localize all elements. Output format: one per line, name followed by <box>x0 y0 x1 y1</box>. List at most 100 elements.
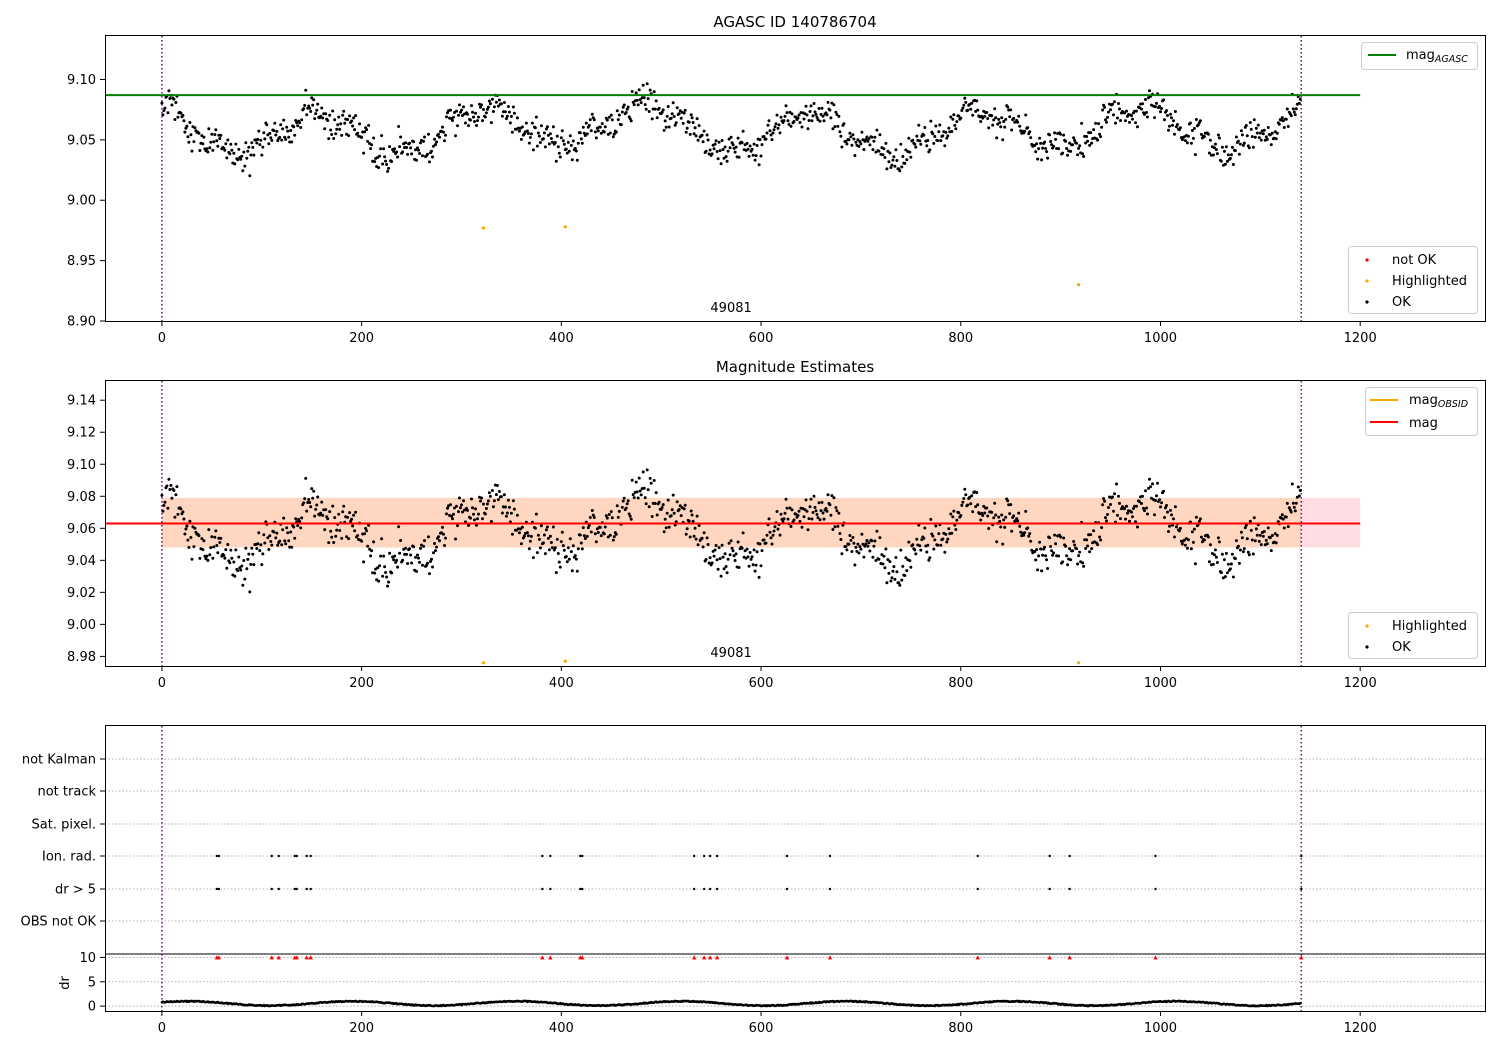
ok-point-30 <box>190 149 194 153</box>
ok-point-482 <box>641 470 645 474</box>
ok-point-333 <box>492 105 496 109</box>
ok-point-415 <box>574 149 578 153</box>
ok-point-82 <box>242 150 246 154</box>
ok-point-878 <box>1037 147 1041 151</box>
ok-point-278 <box>438 135 441 139</box>
ok-point-941 <box>1100 526 1104 530</box>
ok-point-78 <box>238 566 242 570</box>
ok-point-581 <box>740 546 744 550</box>
ok-point-495 <box>654 491 658 495</box>
ok-point-81 <box>241 169 245 173</box>
ok-point-817 <box>976 503 980 507</box>
ok-point-763 <box>922 536 926 540</box>
ok-point-1031 <box>1189 547 1193 551</box>
ok-point-435 <box>594 136 598 140</box>
ok-point-918 <box>1077 554 1081 558</box>
ok-point-596 <box>755 144 759 147</box>
ok-point-219 <box>379 147 383 151</box>
flag-point-Ionrad-15 <box>715 854 719 858</box>
ok-point-284 <box>444 536 447 540</box>
ok-point-959 <box>1118 501 1121 505</box>
ok-point-159 <box>319 114 323 118</box>
ok-point-812 <box>971 113 975 117</box>
ok-point-586 <box>745 547 749 551</box>
ok-point-736 <box>895 159 899 162</box>
ok-point-49 <box>209 546 213 550</box>
ok-point-84 <box>244 546 248 550</box>
ok-point-566 <box>725 571 729 575</box>
ok-point-788 <box>947 527 951 531</box>
ok-point-764 <box>923 126 927 129</box>
ok-point-624 <box>783 511 787 515</box>
ok-point-1128 <box>1286 525 1290 529</box>
ok-point-1072 <box>1230 552 1234 556</box>
ok-point-516 <box>675 500 679 504</box>
ok-point-92 <box>252 563 256 567</box>
legend-highlighted-label: Highlighted <box>1392 274 1467 289</box>
ok-point-278 <box>438 539 441 543</box>
ok-point-700 <box>859 142 863 146</box>
ok-point-625 <box>784 104 788 108</box>
ok-point-335 <box>494 100 498 104</box>
ok-point-469 <box>628 514 632 518</box>
ok-point-455 <box>614 130 618 134</box>
ok-point-693 <box>852 137 856 141</box>
legend-mag-label: mag <box>1409 416 1438 431</box>
ok-point-13 <box>173 515 177 519</box>
ok-point-283 <box>443 544 446 547</box>
ok-point-907 <box>1066 153 1070 157</box>
ok-point-780 <box>939 139 943 143</box>
ok-point-188 <box>348 114 352 118</box>
ok-point-332 <box>491 505 495 509</box>
ok-point-188 <box>348 511 352 515</box>
ok-point-788 <box>947 126 951 130</box>
ok-point-156 <box>316 102 320 106</box>
flag-point-Ionrad-16 <box>785 854 789 858</box>
ok-point-272 <box>432 144 435 148</box>
ok-point-736 <box>895 570 899 574</box>
ok-point-73 <box>233 162 237 166</box>
ok-point-353 <box>512 507 516 511</box>
ok-point-802 <box>961 106 965 110</box>
ok-point-249 <box>409 553 413 557</box>
ok-point-804 <box>963 487 967 491</box>
ok-point-562 <box>721 148 725 151</box>
ok-point-941 <box>1100 125 1104 129</box>
ok-point-359 <box>518 527 522 531</box>
ok-point-822 <box>981 116 985 120</box>
ok-point-989 <box>1148 477 1151 481</box>
ok-point-181 <box>341 510 345 514</box>
ok-point-595 <box>754 154 758 158</box>
ok-point-72 <box>232 151 236 155</box>
ok-point-447 <box>606 535 610 539</box>
ok-point-54 <box>214 529 218 533</box>
ok-point-577 <box>736 136 740 140</box>
ok-point-450 <box>609 510 613 514</box>
ok-point-479 <box>638 489 642 493</box>
ok-point-378 <box>537 134 541 138</box>
ok-point-297 <box>457 113 460 117</box>
ok-point-1090 <box>1248 121 1252 124</box>
ok-point-134 <box>294 119 298 122</box>
ok-point-605 <box>764 541 768 545</box>
ok-point-541 <box>700 536 704 540</box>
ok-point-206 <box>366 139 370 143</box>
ok-point-25 <box>185 524 189 528</box>
ok-point-27 <box>187 140 191 144</box>
ok-point-50 <box>210 132 214 136</box>
ok-point-805 <box>964 100 968 104</box>
ok-point-877 <box>1036 157 1040 161</box>
ok-point-232 <box>392 558 396 562</box>
ok-point-802 <box>961 500 965 504</box>
ok-point-324 <box>483 512 487 516</box>
flag-point-Ionrad-12 <box>692 854 696 858</box>
ok-point-53 <box>213 535 217 539</box>
ok-point-630 <box>789 124 793 128</box>
ok-point-1016 <box>1174 525 1178 529</box>
ok-point-575 <box>734 145 738 149</box>
ok-point-77 <box>237 147 241 151</box>
y-tick-label-1: 9.00 <box>67 618 96 633</box>
ok-point-775 <box>934 524 938 528</box>
ok-point-865 <box>1024 509 1028 513</box>
ok-point-559 <box>718 149 722 153</box>
